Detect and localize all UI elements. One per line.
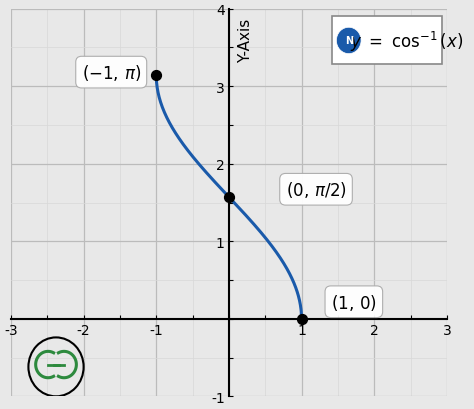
FancyBboxPatch shape	[332, 17, 442, 65]
Point	[298, 316, 305, 322]
Text: $(1,\,0)$: $(1,\,0)$	[331, 292, 377, 312]
Point	[225, 194, 233, 201]
Text: $y \ = \ \cos^{-1}(x)$: $y \ = \ \cos^{-1}(x)$	[350, 29, 464, 54]
Text: $(0,\,\pi/2)$: $(0,\,\pi/2)$	[285, 180, 346, 200]
Point	[153, 73, 160, 79]
Text: $(-1,\,\pi)$: $(-1,\,\pi)$	[82, 63, 141, 83]
Circle shape	[337, 28, 361, 54]
Text: N: N	[345, 36, 353, 46]
Text: Y-Axis: Y-Axis	[237, 19, 253, 63]
